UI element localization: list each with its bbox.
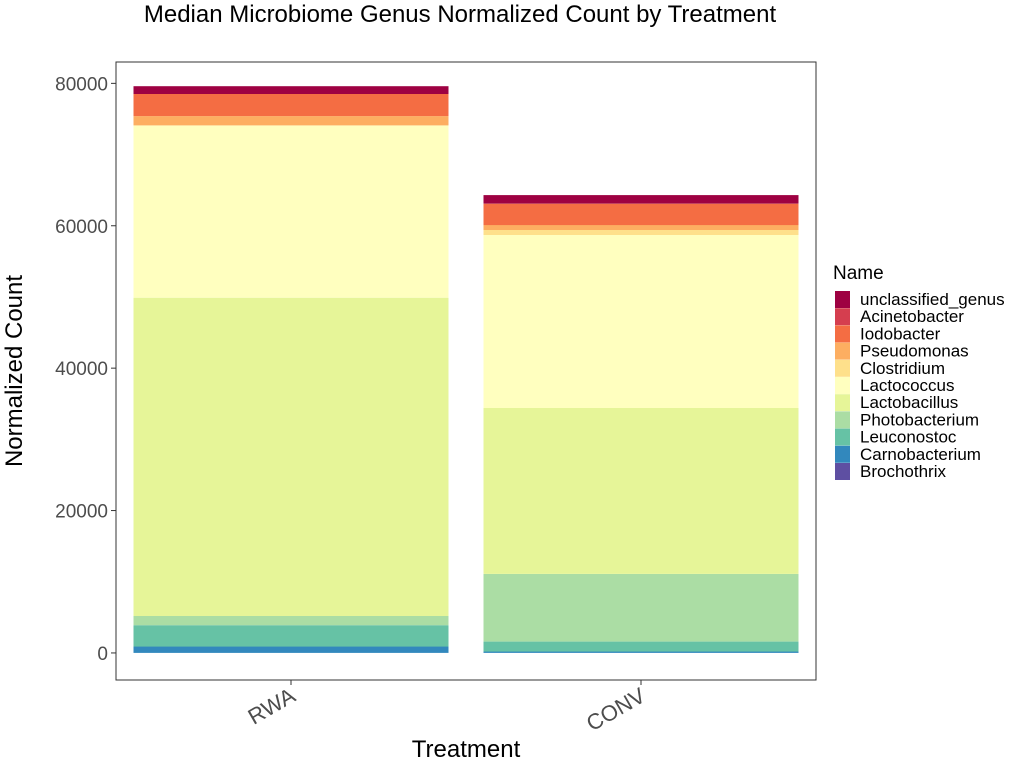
bar-segment-conv-carnobacterium [483,651,799,653]
legend-key-unclassified-genus [835,291,850,308]
legend-label-lactococcus: Lactococcus [860,376,955,395]
y-tick-label: 60000 [55,217,108,238]
legend-label-clostridium: Clostridium [860,359,945,378]
legend-key-brochothrix [835,463,850,480]
legend-label-acinetobacter: Acinetobacter [860,307,964,326]
legend-key-leuconostoc [835,428,850,446]
x-tick-label-conv: CONV [582,683,650,737]
bar-segment-conv-unclassified-genus [483,195,799,204]
legend-key-clostridium [835,359,850,377]
legend: Name unclassified_genusAcinetobacterIodo… [833,263,1005,481]
plot-panel-border [115,61,817,681]
bar-segment-rwa-carnobacterium [133,646,449,653]
bar-segment-conv-lactobacillus [483,408,799,574]
legend-label-carnobacterium: Carnobacterium [860,445,981,464]
bar-segment-conv-pseudomonas [483,225,799,230]
legend-label-unclassified-genus: unclassified_genus [860,290,1005,309]
bar-segment-conv-photobacterium [483,573,799,642]
y-axis-title: Normalized Count [1,275,28,467]
legend-label-photobacterium: Photobacterium [860,410,979,429]
bar-segment-rwa-lactococcus [133,125,449,298]
legend-key-lactococcus [835,377,850,394]
chart-title: Median Microbiome Genus Normalized Count… [144,1,777,28]
bar-segment-rwa-leuconostoc [133,625,449,647]
legend-key-photobacterium [835,411,850,429]
legend-label-leuconostoc: Leuconostoc [860,428,957,447]
legend-key-acinetobacter [835,308,850,326]
x-axis-title: Treatment [412,736,521,763]
bar-segment-conv-clostridium [483,230,799,235]
bar-segment-rwa-unclassified-genus [133,86,449,94]
legend-key-lactobacillus [835,394,850,412]
bar-segment-rwa-photobacterium [133,615,449,626]
legend-label-pseudomonas: Pseudomonas [860,342,969,361]
x-axis: RWA CONV [244,680,650,736]
legend-label-iodobacter: Iodobacter [860,324,941,343]
y-tick-label: 0 [97,644,108,665]
bar-segment-conv-lactococcus [483,235,799,408]
bar-segment-rwa-iodobacter [133,94,449,117]
bar-segment-conv-leuconostoc [483,641,799,652]
bar-segment-conv-iodobacter [483,203,799,226]
bar-segment-rwa-pseudomonas [133,116,449,126]
legend-key-pseudomonas [835,342,850,360]
legend-key-iodobacter [835,325,850,343]
y-tick-label: 80000 [55,74,108,95]
y-tick-label: 40000 [55,359,108,380]
y-tick-label: 20000 [55,502,108,523]
bar-segment-rwa-lactobacillus [133,297,449,616]
legend-label-lactobacillus: Lactobacillus [860,393,958,412]
legend-key-carnobacterium [835,445,850,463]
legend-label-brochothrix: Brochothrix [860,462,946,481]
y-axis: 0 20000 40000 60000 80000 [55,74,116,665]
bars-layer [133,86,799,653]
legend-title: Name [833,263,884,284]
x-tick-label-rwa: RWA [244,683,300,730]
